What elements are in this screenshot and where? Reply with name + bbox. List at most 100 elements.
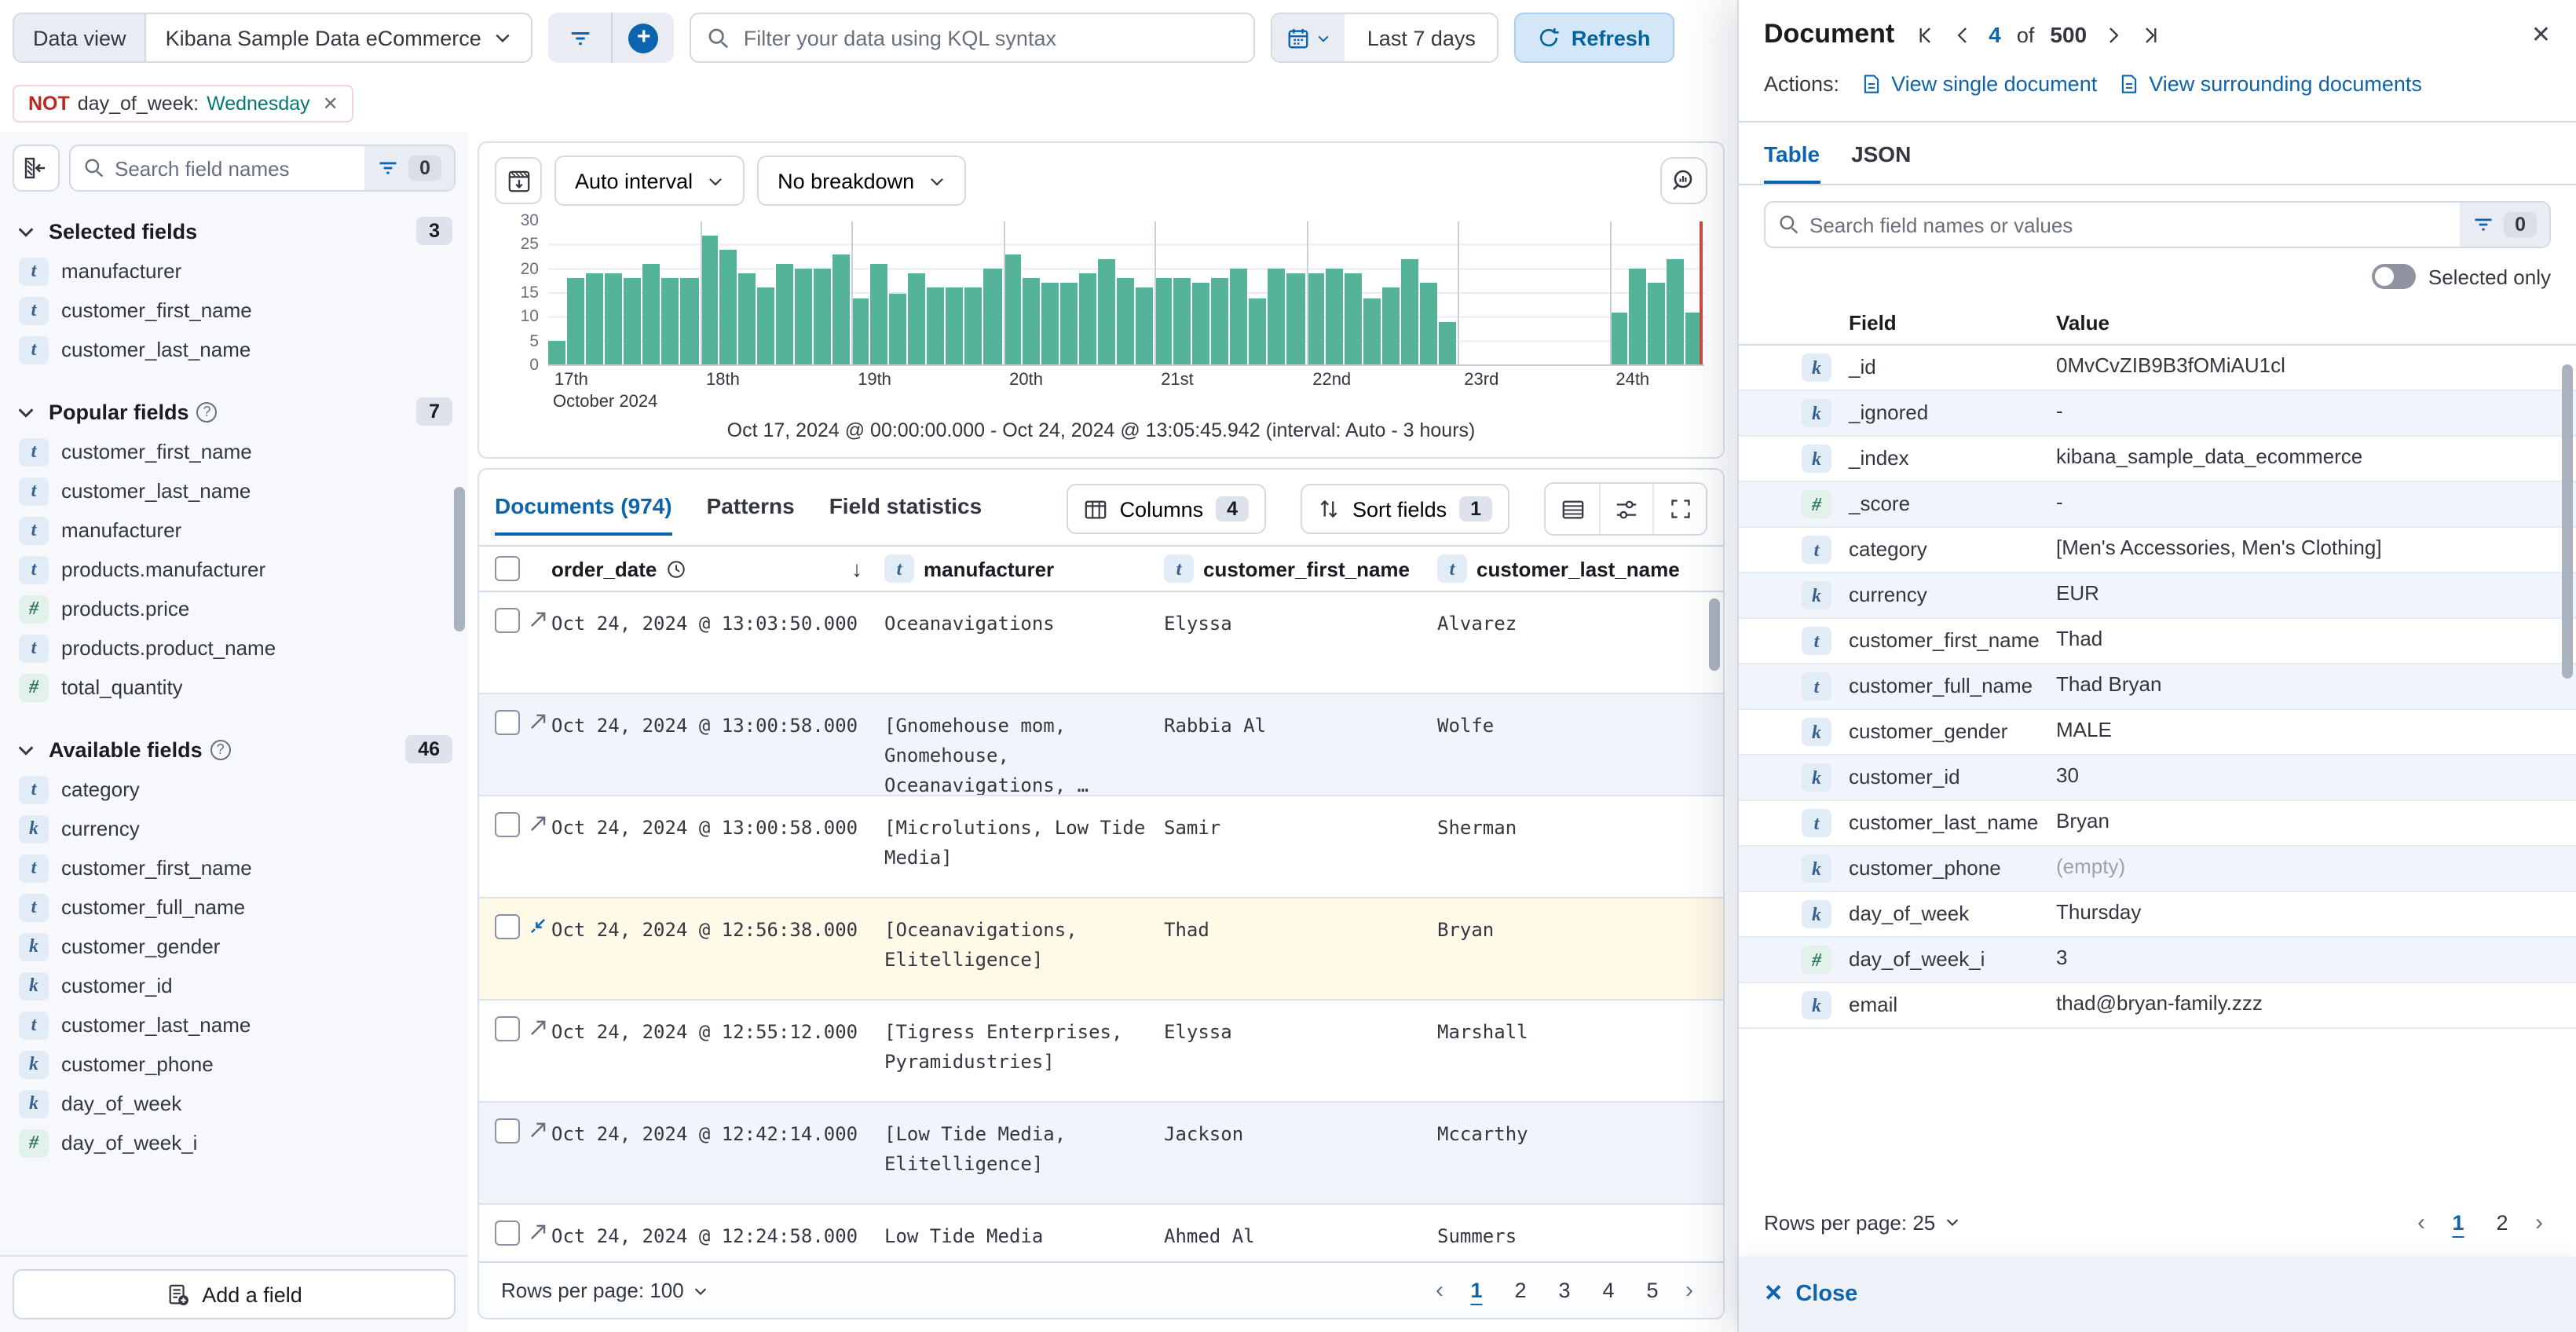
page-5-button[interactable]: 5 <box>1646 1279 1659 1302</box>
field-item-manufacturer[interactable]: t manufacturer <box>0 251 468 291</box>
field-item-day-of-week[interactable]: k day_of_week <box>0 1084 468 1123</box>
field-value-row-currency[interactable]: k currency EUR <box>1739 573 2576 619</box>
histogram-bar[interactable] <box>605 273 623 364</box>
row-checkbox[interactable] <box>495 812 520 837</box>
field-section-header[interactable]: Available fields? 46 <box>0 729 468 770</box>
filter-pill-not-day-of-week[interactable]: NOT day_of_week: Wednesday ✕ <box>13 85 354 123</box>
histogram-bar[interactable] <box>1666 259 1684 364</box>
page-1-button[interactable]: 1 <box>1470 1279 1483 1302</box>
previous-document-button[interactable] <box>1952 24 1973 45</box>
histogram-bar[interactable] <box>1628 269 1646 364</box>
histogram-bar[interactable] <box>1022 278 1040 364</box>
field-value-row-customer-full-name[interactable]: t customer_full_name Thad Bryan <box>1739 664 2576 710</box>
row-checkbox[interactable] <box>495 1220 520 1246</box>
breakdown-dropdown[interactable]: No breakdown <box>757 156 967 206</box>
field-item-total-quantity[interactable]: # total_quantity <box>0 668 468 707</box>
histogram-bar[interactable] <box>794 269 812 364</box>
sidebar-search-box[interactable] <box>71 146 364 190</box>
column-header-customer-last-name[interactable]: t customer_last_name <box>1437 554 1707 583</box>
data-view-picker[interactable]: Data view Kibana Sample Data eCommerce <box>13 13 533 63</box>
histogram-bar[interactable] <box>1230 269 1248 364</box>
expand-row-button[interactable] <box>528 712 548 732</box>
field-value-row-email[interactable]: k email thad@bryan-family.zzz <box>1739 983 2576 1029</box>
page-1-button[interactable]: 1 <box>2452 1210 2464 1234</box>
fullscreen-button[interactable] <box>1652 484 1706 534</box>
row-checkbox[interactable] <box>495 608 520 633</box>
histogram-bar[interactable] <box>567 278 585 364</box>
histogram-bar[interactable] <box>908 273 926 364</box>
histogram-bar[interactable] <box>1419 283 1437 364</box>
histogram-bar[interactable] <box>964 287 982 364</box>
selected-only-toggle[interactable] <box>2371 264 2416 289</box>
field-value-row-customer-last-name[interactable]: t customer_last_name Bryan <box>1739 801 2576 847</box>
last-document-button[interactable] <box>2139 24 2159 45</box>
remove-filter-icon[interactable]: ✕ <box>322 93 338 115</box>
histogram-bar[interactable] <box>889 293 907 364</box>
collapse-sidebar-button[interactable] <box>13 145 60 192</box>
flyout-search-box[interactable] <box>1766 203 2460 247</box>
histogram-bar[interactable] <box>1344 273 1362 364</box>
field-item-manufacturer[interactable]: t manufacturer <box>0 510 468 550</box>
kql-input[interactable] <box>743 26 1239 49</box>
data-view-name[interactable]: Kibana Sample Data eCommerce <box>147 14 532 61</box>
field-item-customer-last-name[interactable]: t customer_last_name <box>0 471 468 510</box>
flyout-tab-json[interactable]: JSON <box>1851 141 1912 166</box>
flyout-rows-per-page-dropdown[interactable]: Rows per page: 25 <box>1764 1210 1960 1234</box>
histogram-bar[interactable] <box>1685 312 1703 364</box>
histogram-bar[interactable] <box>983 269 1001 364</box>
kql-search-bar[interactable] <box>690 13 1256 63</box>
page-3-button[interactable]: 3 <box>1558 1279 1571 1302</box>
field-item-customer-full-name[interactable]: t customer_full_name <box>0 887 468 927</box>
filter-menu-button[interactable] <box>549 13 612 63</box>
histogram-bar[interactable] <box>719 250 737 364</box>
next-document-button[interactable] <box>2102 24 2123 45</box>
close-flyout-icon[interactable]: ✕ <box>2530 22 2551 49</box>
field-item-customer-last-name[interactable]: t customer_last_name <box>0 330 468 369</box>
select-all-checkbox[interactable] <box>495 556 520 581</box>
histogram-bar[interactable] <box>1325 269 1343 364</box>
sort-descending-icon[interactable]: ↓ <box>851 556 862 581</box>
histogram-bar[interactable] <box>1078 273 1096 364</box>
histogram-bar[interactable] <box>1306 273 1324 364</box>
field-item-customer-first-name[interactable]: t customer_first_name <box>0 291 468 330</box>
table-row[interactable]: Oct 24, 2024 @ 13:00:58.000 [Microlutions… <box>479 796 1723 898</box>
view-surrounding-documents-link[interactable]: View surrounding documents <box>2119 72 2422 96</box>
histogram-bar[interactable] <box>661 278 679 364</box>
histogram-bar[interactable] <box>1211 278 1229 364</box>
sort-fields-button[interactable]: Sort fields 1 <box>1301 484 1509 534</box>
histogram-bar[interactable] <box>756 287 774 364</box>
row-checkbox[interactable] <box>495 710 520 735</box>
page-2-button[interactable]: 2 <box>2496 1210 2508 1234</box>
field-item-day-of-week-i[interactable]: # day_of_week_i <box>0 1123 468 1162</box>
documents-scrollbar[interactable] <box>1709 598 1720 671</box>
histogram-bar[interactable] <box>775 264 793 364</box>
field-item-customer-id[interactable]: k customer_id <box>0 966 468 1005</box>
refresh-button[interactable]: Refresh <box>1514 13 1674 63</box>
histogram-bar[interactable] <box>642 264 660 364</box>
date-picker-menu[interactable] <box>1272 14 1345 61</box>
sidebar-field-filters-button[interactable]: 0 <box>364 146 454 190</box>
histogram-bar[interactable] <box>1286 273 1304 364</box>
sidebar-scrollbar[interactable] <box>454 487 465 631</box>
field-item-customer-last-name[interactable]: t customer_last_name <box>0 1005 468 1045</box>
field-section-header[interactable]: Popular fields? 7 <box>0 391 468 432</box>
histogram-bar[interactable] <box>1116 278 1134 364</box>
flyout-tab-table[interactable]: Table <box>1764 141 1820 184</box>
column-header-manufacturer[interactable]: t manufacturer <box>884 554 1164 583</box>
histogram-bar[interactable] <box>680 278 698 364</box>
add-filter-button[interactable]: + <box>611 13 675 63</box>
table-row[interactable]: Oct 24, 2024 @ 13:00:58.000 [Gnomehouse m… <box>479 694 1723 796</box>
table-row[interactable]: Oct 24, 2024 @ 12:55:12.000 [Tigress Ente… <box>479 1001 1723 1103</box>
histogram-bar[interactable] <box>624 278 642 364</box>
column-header-customer-first-name[interactable]: t customer_first_name <box>1164 554 1437 583</box>
histogram-bar[interactable] <box>1438 321 1456 364</box>
histogram-bar[interactable] <box>1268 269 1286 364</box>
view-single-document-link[interactable]: View single document <box>1861 72 2097 96</box>
add-field-button[interactable]: Add a field <box>13 1269 456 1319</box>
density-button[interactable] <box>1546 484 1599 534</box>
page-4-button[interactable]: 4 <box>1602 1279 1615 1302</box>
field-item-customer-first-name[interactable]: t customer_first_name <box>0 432 468 471</box>
table-row[interactable]: Oct 24, 2024 @ 12:24:58.000 Low Tide Medi… <box>479 1205 1723 1261</box>
histogram-bar[interactable] <box>548 340 566 364</box>
field-value-row-customer-first-name[interactable]: t customer_first_name Thad <box>1739 619 2576 664</box>
